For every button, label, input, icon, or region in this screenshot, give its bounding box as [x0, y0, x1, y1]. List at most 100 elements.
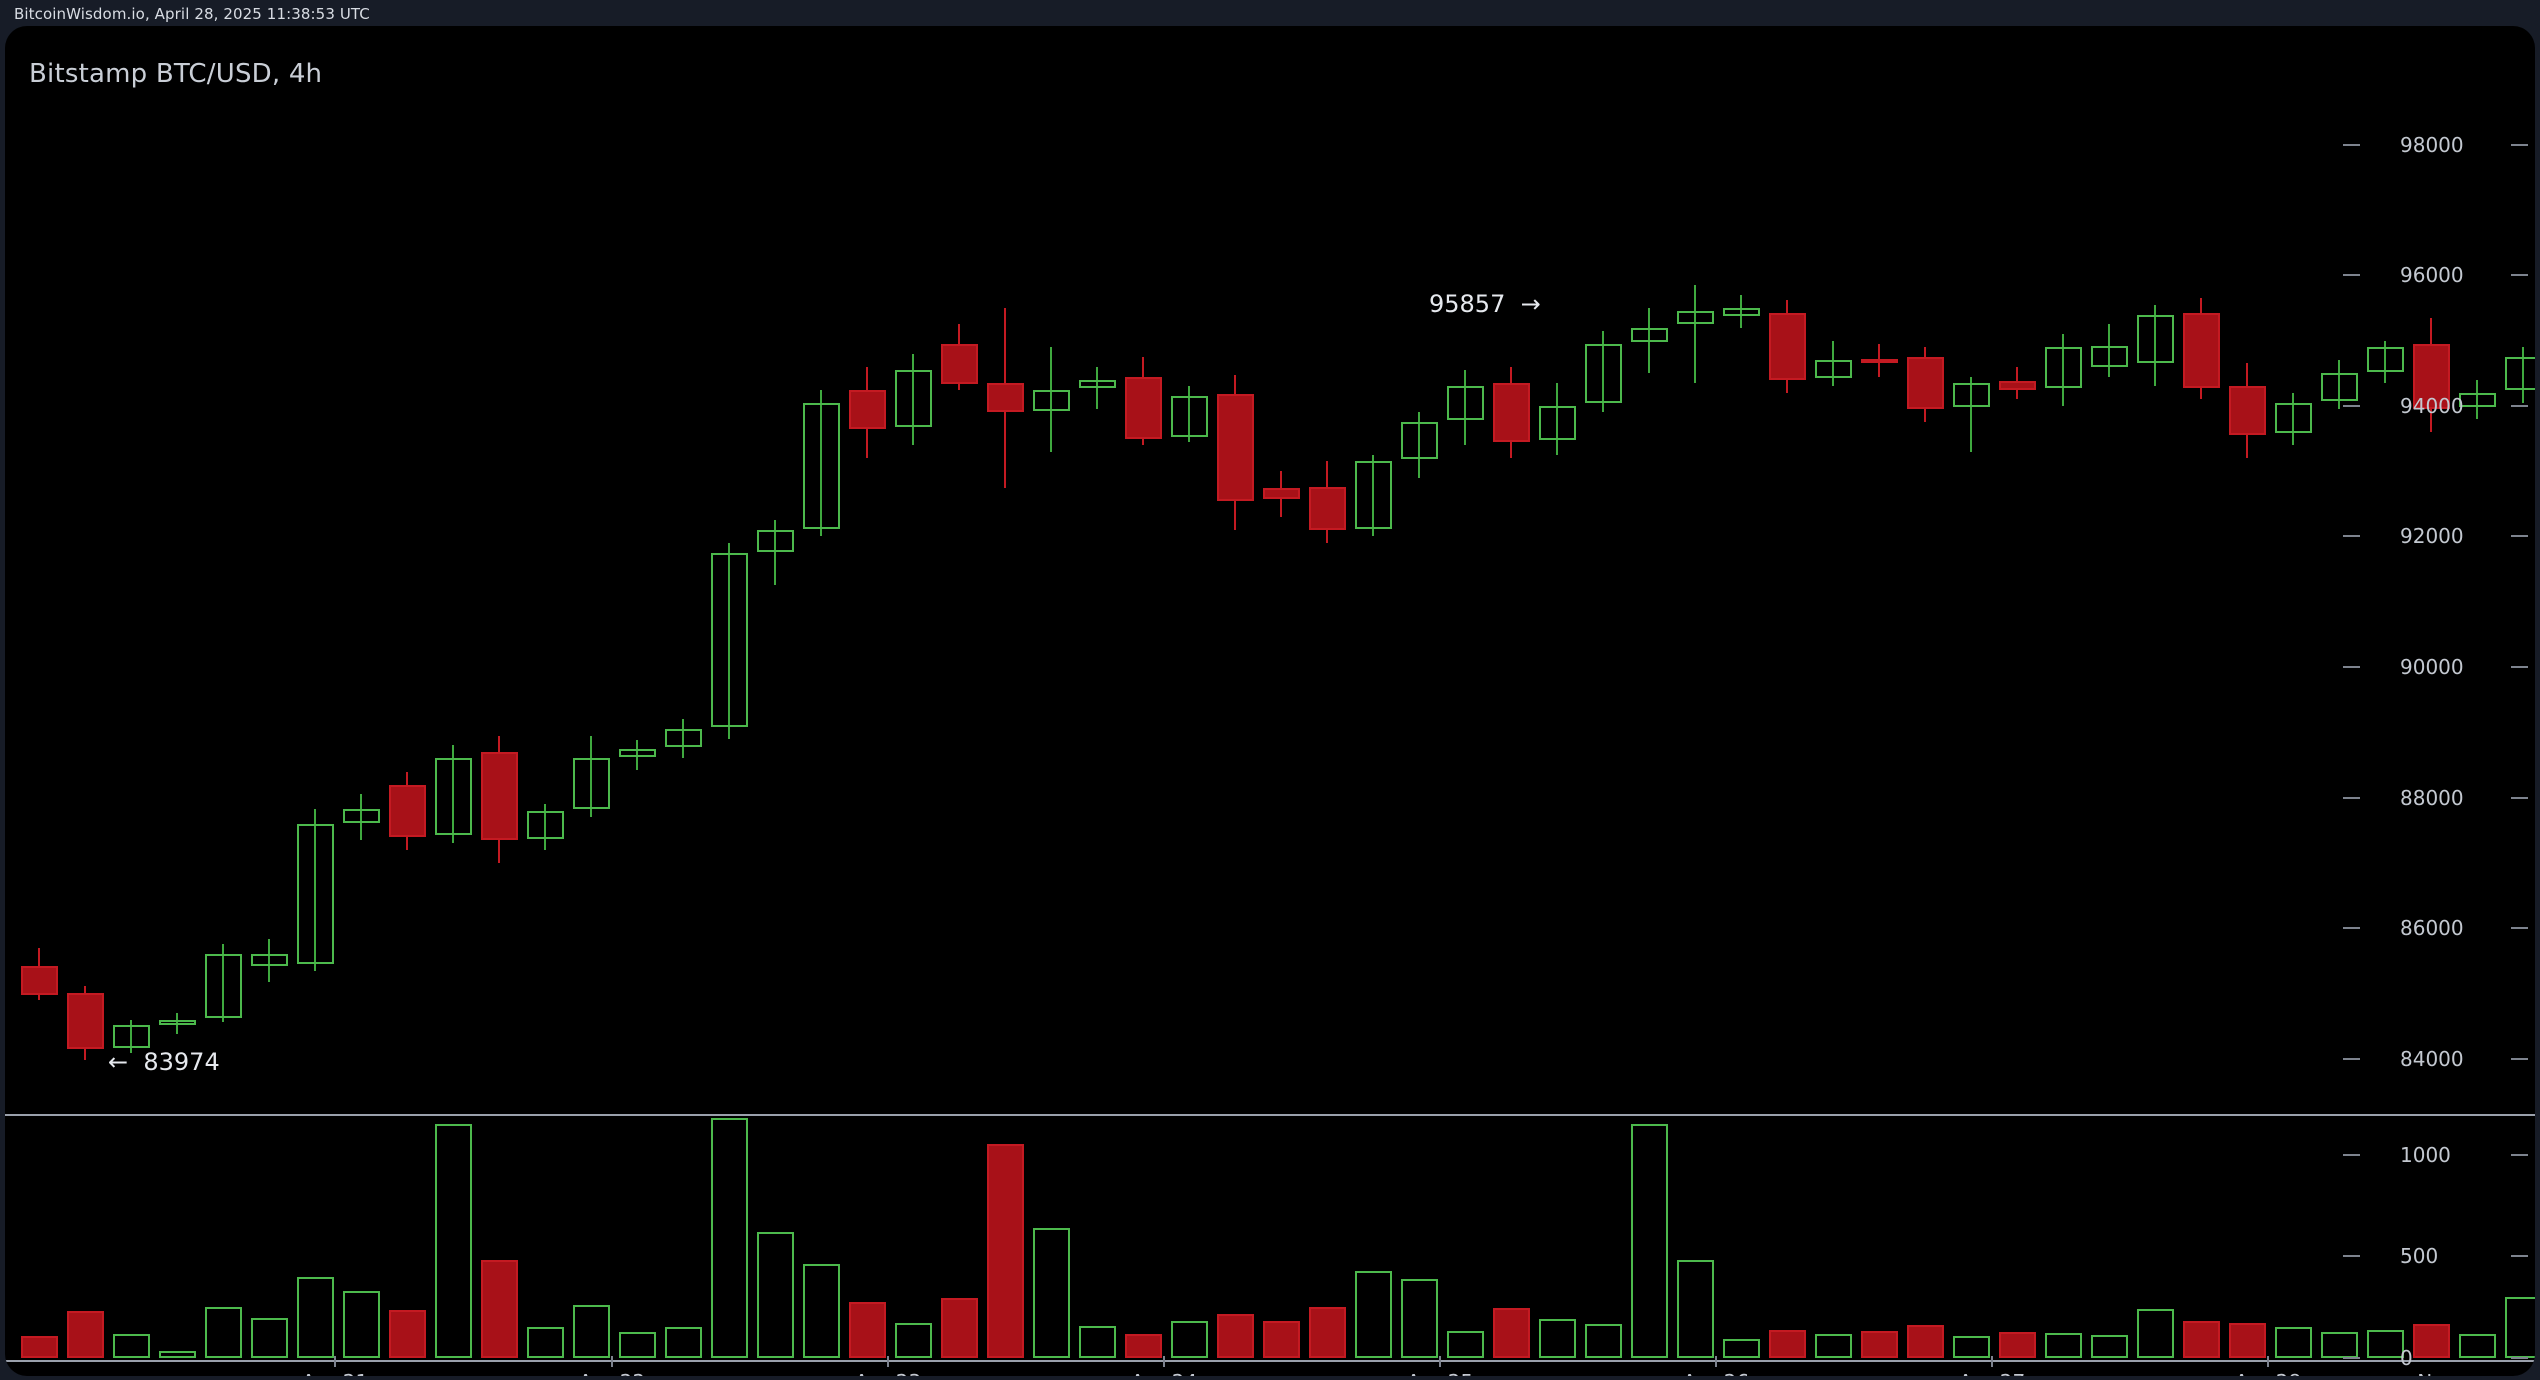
volume-bar[interactable]	[1952, 1335, 1990, 1358]
volume-bar[interactable]	[2320, 1331, 2358, 1358]
price-tick-label: 92000	[2400, 524, 2464, 549]
volume-bar[interactable]	[756, 1231, 794, 1358]
price-tick-label: 86000	[2400, 916, 2464, 941]
volume-bar[interactable]	[66, 1311, 104, 1358]
volume-bar[interactable]	[1032, 1227, 1070, 1358]
candle-body	[480, 751, 518, 841]
time-tick-label: Apr 25	[1407, 1370, 1473, 1376]
volume-bar[interactable]	[20, 1335, 58, 1358]
candle-body	[2366, 347, 2404, 372]
candle-body	[2044, 347, 2082, 388]
price-tick-label: 84000	[2400, 1046, 2464, 1071]
candle-body	[158, 1019, 196, 1025]
candle-wick	[314, 808, 316, 972]
low-price-annotation: ← 83974	[108, 1048, 220, 1076]
volume-bar[interactable]	[388, 1310, 426, 1358]
volume-bar[interactable]	[480, 1260, 518, 1358]
volume-bar[interactable]	[710, 1118, 748, 1358]
volume-bar[interactable]	[2412, 1324, 2450, 1358]
volume-bar[interactable]	[434, 1124, 472, 1358]
candle-body	[940, 343, 978, 385]
volume-bar[interactable]	[1538, 1319, 1576, 1358]
candle-wick	[1556, 383, 1558, 455]
candle-body	[1308, 486, 1346, 530]
volume-bar[interactable]	[250, 1318, 288, 1358]
volume-bar[interactable]	[986, 1144, 1024, 1358]
price-tick-mark	[2511, 274, 2528, 277]
price-tick-mark	[2511, 143, 2528, 146]
volume-bar[interactable]	[1262, 1321, 1300, 1358]
volume-bar[interactable]	[1998, 1331, 2036, 1358]
volume-bar[interactable]	[1308, 1307, 1346, 1358]
candle-body	[1630, 327, 1668, 342]
volume-bar[interactable]	[158, 1350, 196, 1358]
candle-wick	[590, 735, 592, 818]
volume-bar[interactable]	[2274, 1327, 2312, 1358]
time-tick-label: Apr 26	[1683, 1370, 1749, 1376]
volume-bar[interactable]	[2182, 1321, 2220, 1358]
candle-wick	[2108, 324, 2110, 377]
volume-tick-mark	[2511, 1153, 2528, 1156]
volume-bar[interactable]	[2458, 1333, 2496, 1358]
volume-bar[interactable]	[802, 1264, 840, 1358]
chart-card: Bitstamp BTC/USD, 4h Apr 21Apr 22Apr 23A…	[5, 26, 2535, 1376]
volume-bar[interactable]	[112, 1333, 150, 1358]
volume-bar[interactable]	[204, 1307, 242, 1358]
volume-bar[interactable]	[2044, 1332, 2082, 1358]
volume-bar[interactable]	[572, 1305, 610, 1358]
time-tick-label: Apr 28	[2235, 1370, 2301, 1376]
volume-bar[interactable]	[1860, 1330, 1898, 1358]
volume-bar[interactable]	[1906, 1325, 1944, 1358]
volume-bar[interactable]	[2228, 1323, 2266, 1358]
candle-wick	[2476, 379, 2478, 419]
candle-body	[1078, 379, 1116, 388]
volume-bar[interactable]	[940, 1298, 978, 1358]
volume-bar[interactable]	[2090, 1334, 2128, 1358]
volume-bar[interactable]	[1446, 1330, 1484, 1358]
volume-bar[interactable]	[664, 1327, 702, 1358]
volume-bar[interactable]	[1170, 1321, 1208, 1358]
arrow-right-icon: →	[1520, 289, 1541, 318]
volume-bar[interactable]	[1216, 1314, 1254, 1358]
volume-bar[interactable]	[1676, 1260, 1714, 1358]
candle-wick	[1970, 376, 1972, 452]
candle-wick	[2522, 347, 2524, 403]
volume-bar[interactable]	[2136, 1309, 2174, 1358]
price-tick-mark	[2511, 535, 2528, 538]
volume-panel[interactable]	[5, 1118, 2535, 1358]
volume-bar[interactable]	[1584, 1324, 1622, 1358]
price-tick-mark	[2343, 927, 2360, 930]
volume-bar[interactable]	[1492, 1308, 1530, 1358]
candle-body	[1216, 394, 1254, 501]
time-tick-label: Now	[2417, 1370, 2461, 1376]
volume-bar[interactable]	[618, 1331, 656, 1358]
volume-bar[interactable]	[1630, 1124, 1668, 1358]
volume-bar[interactable]	[848, 1302, 886, 1358]
candle-body	[2090, 345, 2128, 367]
volume-bar[interactable]	[1814, 1333, 1852, 1358]
candle-body	[1722, 307, 1760, 316]
price-panel[interactable]	[5, 86, 2535, 1111]
volume-bar[interactable]	[342, 1290, 380, 1358]
price-tick-label: 96000	[2400, 263, 2464, 288]
volume-bar[interactable]	[1078, 1326, 1116, 1358]
volume-bar[interactable]	[296, 1276, 334, 1358]
candle-body	[1124, 376, 1162, 439]
volume-bar[interactable]	[2504, 1296, 2535, 1358]
candle-wick	[1050, 347, 1052, 452]
candle-wick	[1372, 454, 1374, 537]
volume-bar[interactable]	[894, 1323, 932, 1358]
candle-body	[1768, 313, 1806, 380]
source-timestamp: BitcoinWisdom.io, April 28, 2025 11:38:5…	[14, 5, 370, 23]
volume-bar[interactable]	[1400, 1278, 1438, 1358]
volume-bar[interactable]	[526, 1327, 564, 1358]
volume-bar[interactable]	[2366, 1329, 2404, 1358]
volume-bar[interactable]	[1124, 1333, 1162, 1358]
candle-body	[618, 748, 656, 758]
price-tick-mark	[2343, 274, 2360, 277]
time-tick-mark	[334, 1356, 336, 1367]
time-tick-label: Apr 24	[1131, 1370, 1197, 1376]
volume-bar[interactable]	[1354, 1270, 1392, 1358]
volume-bar[interactable]	[1768, 1329, 1806, 1358]
volume-bar[interactable]	[1722, 1338, 1760, 1358]
